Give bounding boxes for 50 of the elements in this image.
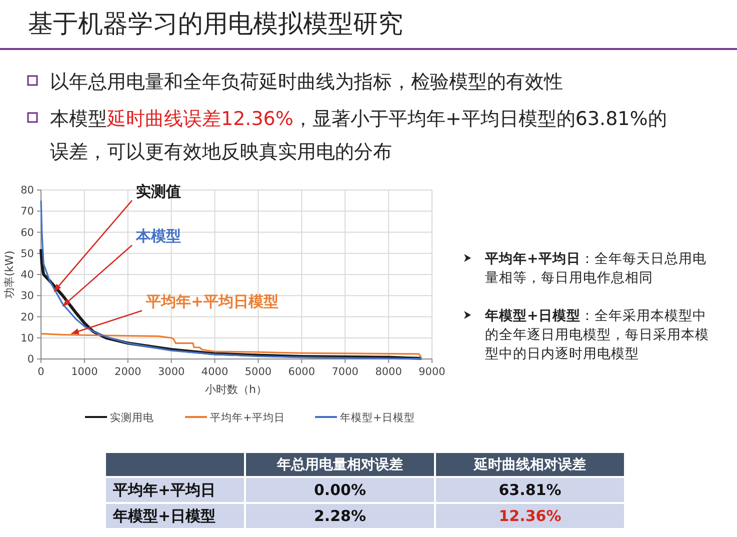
x-axis-title: 小时数（h） [205, 383, 267, 396]
x-tick-label: 5000 [244, 366, 272, 378]
line-series [40, 332, 422, 359]
text: 年模型+日模型 [484, 308, 580, 324]
text: 量相等，每日用电作息相同 [485, 270, 653, 286]
text: 0.00% [314, 481, 366, 499]
y-axis-title: 功率(kW) [3, 250, 16, 298]
text: ，显著小于平均年+平均日模型的63.81%的 [293, 108, 667, 130]
text: 延时曲线相对误差 [473, 457, 586, 473]
text: 延时曲线误差12.36% [106, 108, 294, 130]
x-tick-label: 4000 [201, 366, 228, 378]
x-tick-label: 8000 [375, 366, 402, 378]
text: 型中的日内逐时用电模型 [485, 346, 639, 362]
y-tick-label: 60 [20, 226, 34, 239]
annotation: 本模型 [135, 227, 181, 246]
text: 平均年+平均日 [112, 481, 216, 499]
text: ：全年每天日总用电 [580, 251, 706, 267]
text: 本模型 [50, 108, 107, 130]
y-tick-label: 80 [20, 184, 34, 196]
y-tick-label: 40 [20, 269, 34, 281]
text: 12.36% [498, 507, 562, 525]
text: 2.28% [314, 507, 366, 525]
annotation: 平均年+平均日模型 [145, 292, 279, 311]
x-tick-label: 2000 [114, 366, 142, 378]
x-tick-label: 7000 [332, 366, 358, 378]
x-tick-label: 0 [38, 366, 44, 378]
x-tick-label: 9000 [418, 366, 446, 378]
text: 误差，可以更有效地反映真实用电的分布 [50, 141, 392, 163]
x-tick-label: 3000 [158, 366, 185, 378]
y-tick-label: 70 [20, 206, 34, 218]
text: 63.81% [498, 481, 562, 499]
legend-label: 实测用电 [110, 411, 154, 424]
text: 年模型+日模型 [112, 507, 216, 525]
y-tick-label: 50 [20, 248, 34, 260]
x-tick-label: 1000 [71, 366, 98, 378]
y-tick-label: 20 [20, 311, 34, 324]
text: 年总用电量相对误差 [276, 457, 403, 473]
text: ：全年采用本模型中 [580, 308, 706, 324]
y-tick-label: 10 [20, 332, 34, 344]
chart-title: 基于机器学习的用电模拟模型研究 [28, 9, 403, 38]
legend-label: 平均年+平均日 [210, 412, 285, 424]
line-series [40, 200, 422, 360]
text: 的全年逐日用电模型，每日采用本模 [485, 327, 709, 343]
text: 以年总用电量和全年负荷延时曲线为指标，检验模型的有效性 [50, 71, 563, 93]
y-tick-label: 0 [27, 354, 34, 366]
y-tick-label: 30 [20, 290, 34, 302]
annotation: 实测值 [136, 182, 181, 200]
legend-label: 年模型+日模型 [340, 412, 415, 424]
x-tick-label: 6000 [288, 366, 316, 378]
text: 平均年+平均日 [484, 251, 580, 267]
